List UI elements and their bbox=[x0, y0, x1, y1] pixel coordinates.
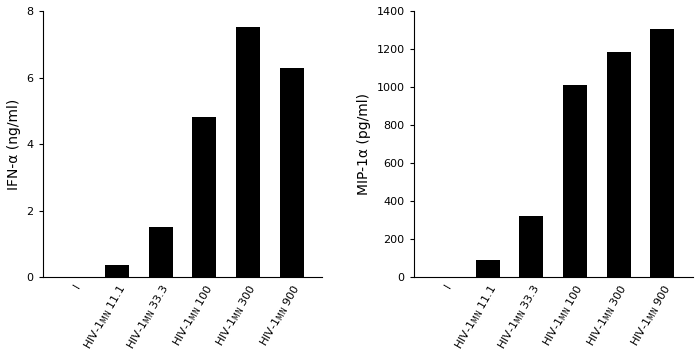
Bar bbox=[519, 216, 543, 278]
Bar bbox=[193, 117, 216, 278]
Bar bbox=[563, 85, 587, 278]
Y-axis label: MIP-1α (pg/ml): MIP-1α (pg/ml) bbox=[357, 93, 371, 195]
Bar bbox=[148, 227, 173, 278]
Bar bbox=[476, 260, 500, 278]
Y-axis label: IFN-α (ng/ml): IFN-α (ng/ml) bbox=[7, 98, 21, 190]
Bar bbox=[236, 27, 260, 278]
Bar bbox=[650, 29, 675, 278]
Bar bbox=[279, 68, 304, 278]
Bar bbox=[105, 265, 129, 278]
Bar bbox=[607, 52, 631, 278]
